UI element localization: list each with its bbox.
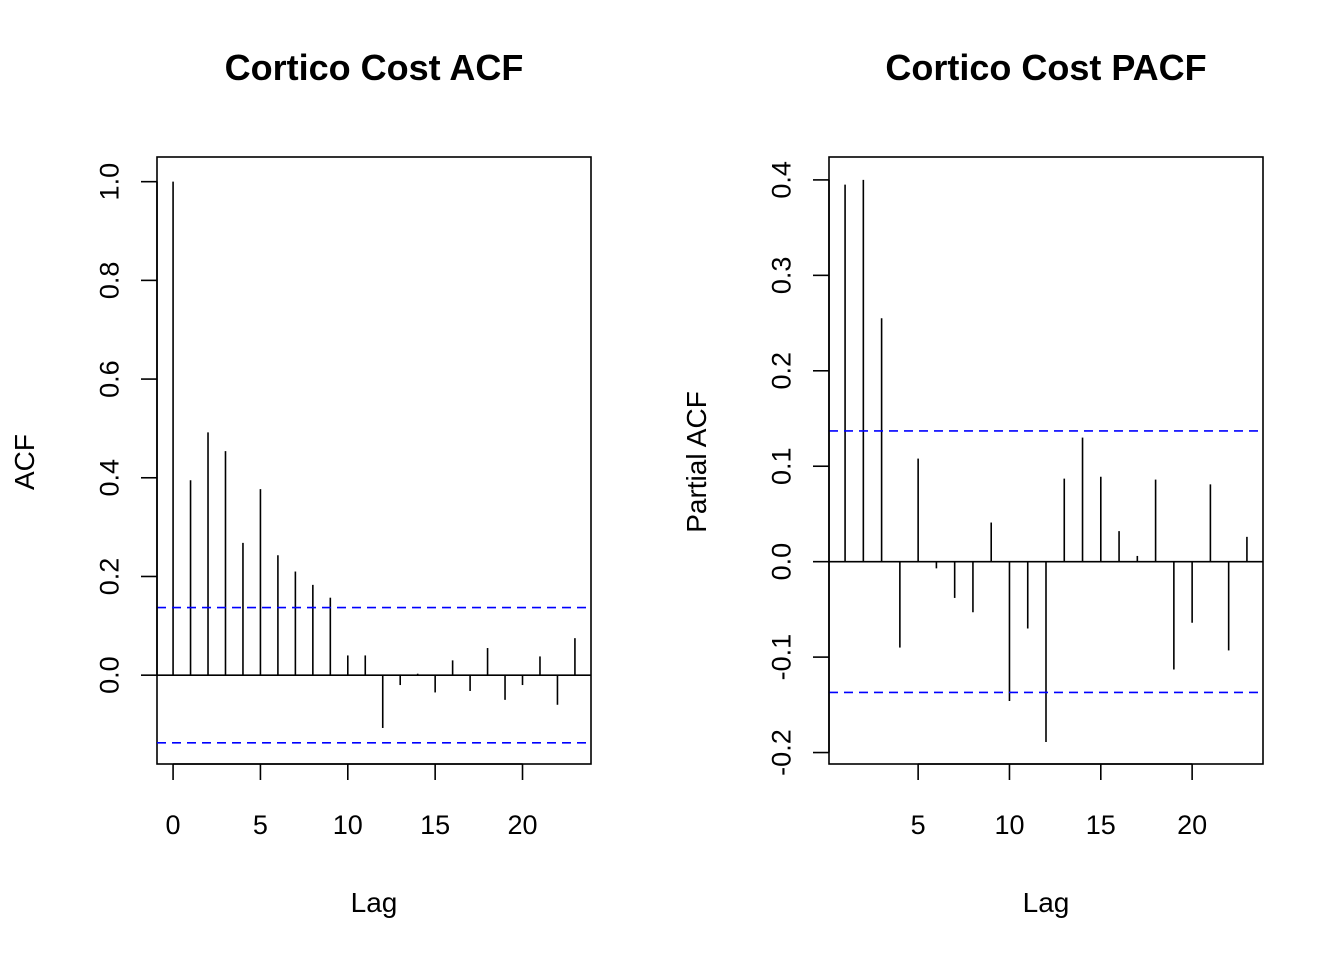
acf-y-tick-label: 0.2 — [94, 558, 124, 596]
pacf-y-tick-label: -0.1 — [766, 634, 796, 681]
pacf-x-tick-label: 10 — [994, 810, 1024, 840]
acf-y-tick-label: 0.4 — [94, 459, 124, 497]
pacf-y-tick-label: -0.2 — [766, 729, 796, 776]
acf-y-axis: 0.0 0.2 0.4 0.6 0.8 1.0 — [94, 163, 158, 694]
acf-marks — [157, 181, 591, 744]
acf-x-tick-label: 20 — [507, 810, 537, 840]
acf-x-tick-label: 15 — [420, 810, 450, 840]
pacf-x-tick-label: 15 — [1086, 810, 1116, 840]
pacf-marks — [829, 179, 1263, 743]
acf-y-axis-label: ACF — [9, 434, 40, 490]
pacf-y-tick-label: 0.4 — [766, 161, 796, 199]
pacf-x-tick-label: 20 — [1177, 810, 1207, 840]
acf-plot-frame — [156, 156, 592, 765]
acf-panel: Cortico Cost ACF 0 5 10 15 20 0.00.20.40.60.… — [9, 47, 592, 918]
pacf-x-tick-label: 5 — [911, 810, 926, 840]
pacf-y-axis-label: Partial ACF — [681, 391, 712, 533]
acf-x-tick-label: 10 — [333, 810, 363, 840]
acf-y-tick-label: 0.0 — [94, 656, 124, 694]
pacf-y-tick-label: 0.0 — [766, 543, 796, 581]
pacf-x-axis: 5 10 15 20 — [911, 763, 1207, 840]
acf-y-tick-label: 0.6 — [94, 360, 124, 398]
acf-y-tick-label: 1.0 — [94, 163, 124, 201]
pacf-y-tick-label: 0.3 — [766, 257, 796, 295]
acf-x-tick-label: 0 — [166, 810, 181, 840]
pacf-y-tick-label: 0.1 — [766, 447, 796, 485]
pacf-y-axis: -0.2 -0.1 0.0 0.1 0.2 0.3 0.4 — [766, 161, 830, 776]
acf-y-tick-label: 0.8 — [94, 262, 124, 300]
pacf-y-tick-label: 0.2 — [766, 352, 796, 390]
acf-x-axis-label: Lag — [351, 887, 398, 918]
pacf-x-axis-label: Lag — [1023, 887, 1070, 918]
acf-x-axis: 0 5 10 15 20 — [166, 763, 538, 840]
acf-x-tick-label: 5 — [253, 810, 268, 840]
pacf-chart-title: Cortico Cost PACF — [885, 47, 1206, 88]
pacf-panel: Cortico Cost PACF 5 10 15 20 -0.2 -0.1 0.0 0.1… — [681, 47, 1264, 918]
acf-chart-title: Cortico Cost ACF — [225, 47, 524, 88]
